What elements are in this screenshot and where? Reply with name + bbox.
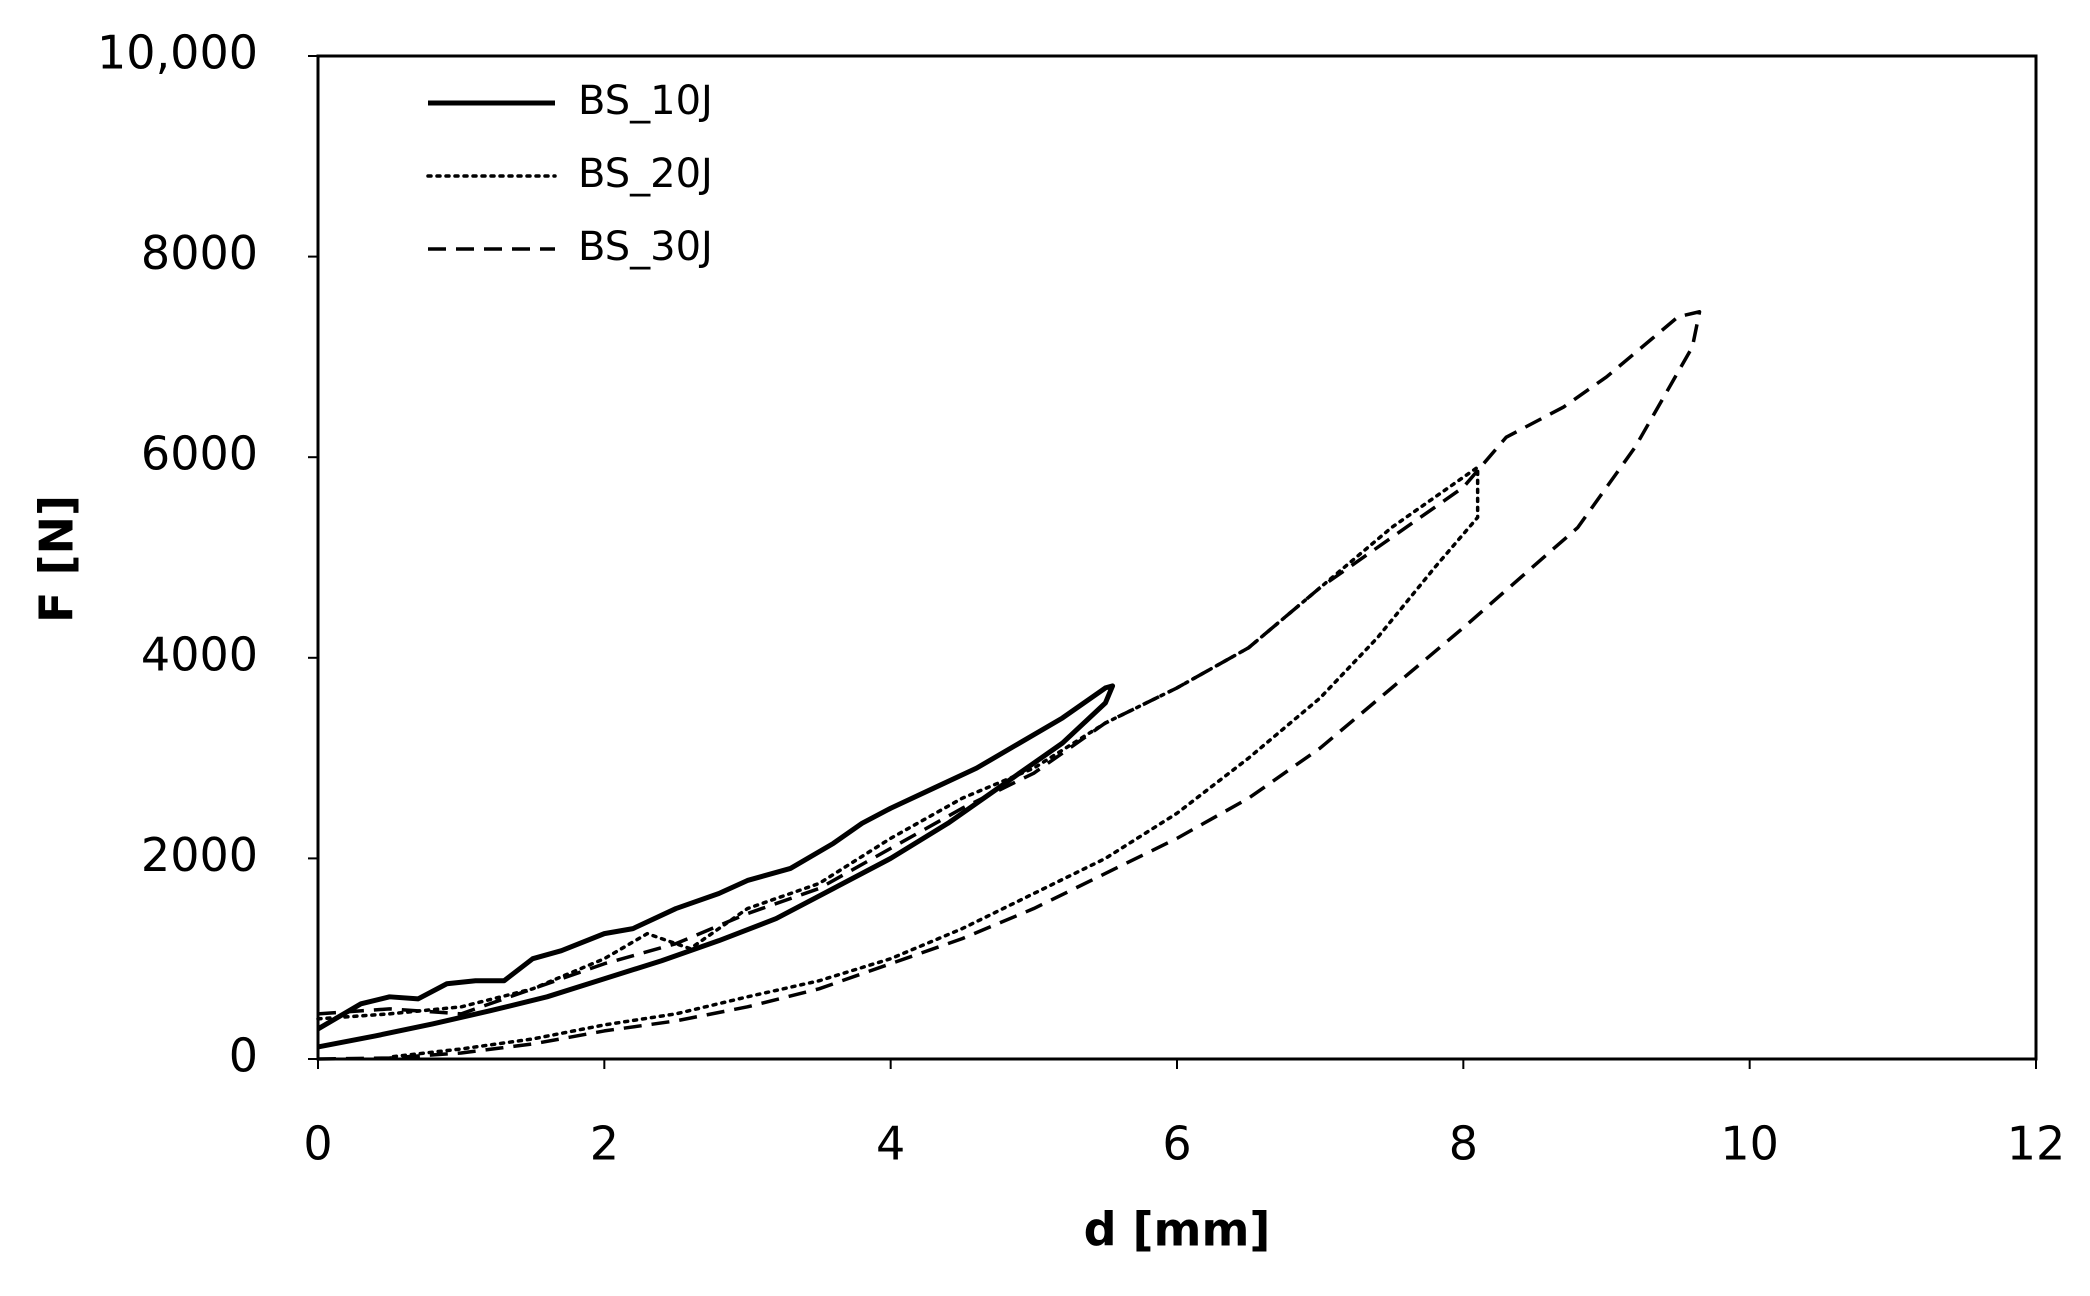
x-tick-label: 4: [876, 1117, 905, 1171]
plot-frame: [316, 54, 2038, 1061]
series-line: [316, 465, 1480, 1059]
y-tick-label: 4000: [141, 627, 258, 681]
x-tick-label: 0: [303, 1117, 332, 1171]
legend-label: BS_10J: [578, 78, 713, 124]
y-axis-title: F [N]: [30, 495, 84, 623]
legend-label: BS_20J: [578, 151, 713, 197]
x-tick-label: 6: [1162, 1117, 1191, 1171]
x-tick-label: 12: [2007, 1117, 2066, 1171]
x-tick-label: 2: [590, 1117, 619, 1171]
y-tick-label: 10,000: [97, 26, 258, 80]
series-line: [316, 683, 1116, 1050]
y-tick-label: 8000: [141, 226, 258, 280]
y-tick-label: 6000: [141, 427, 258, 481]
x-axis-title: d [mm]: [1084, 1203, 1271, 1257]
y-tick-label: 2000: [141, 828, 258, 882]
y-tick-label: 0: [229, 1029, 258, 1083]
x-tick-label: 8: [1449, 1117, 1478, 1171]
series-line: [317, 310, 1702, 1061]
legend-label: BS_30J: [578, 224, 713, 270]
x-tick-label: 10: [1720, 1117, 1779, 1171]
